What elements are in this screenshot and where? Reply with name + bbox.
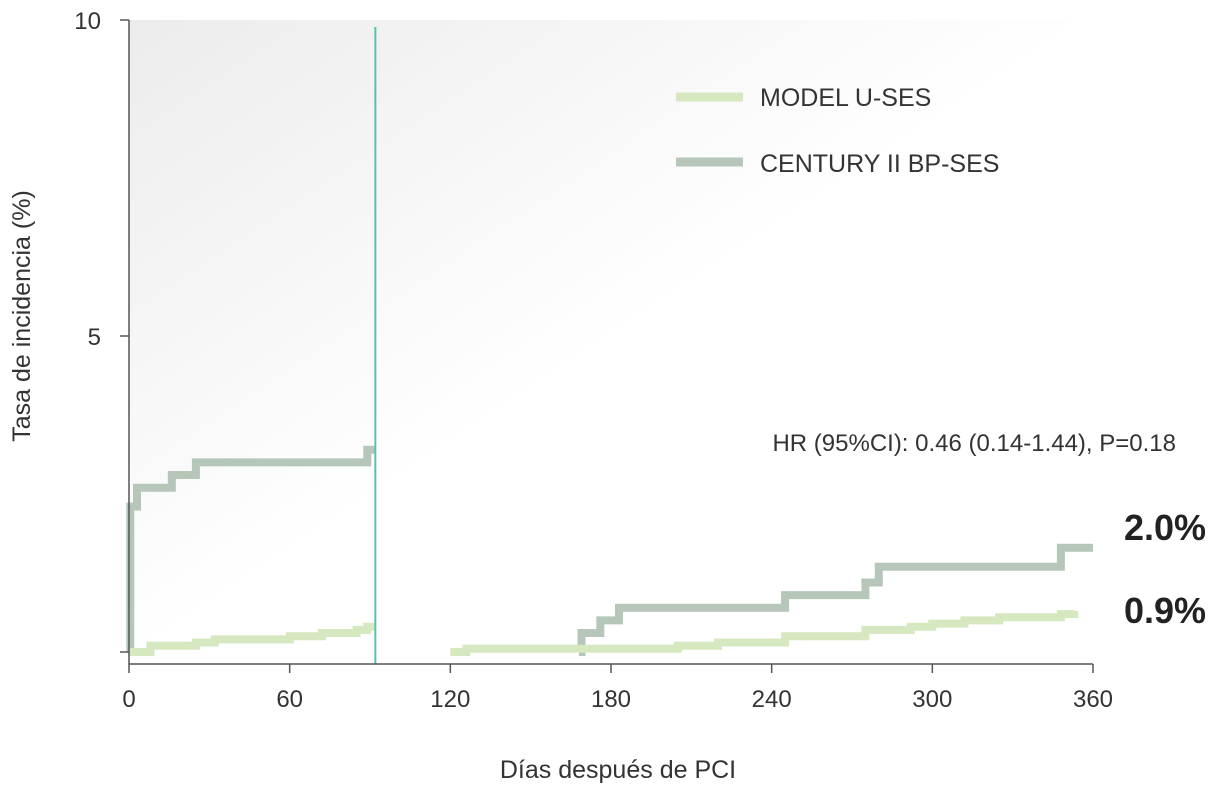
x-tick-label-240: 240 bbox=[752, 686, 792, 713]
plot-background bbox=[129, 20, 1093, 664]
series-line-century-ii-bp-ses-segment-1 bbox=[577, 543, 1093, 656]
x-tick-label-300: 300 bbox=[912, 686, 952, 713]
ticks-layer: 0 60 120 180 240 300 360 5 10 bbox=[74, 8, 1113, 713]
x-tick-label-60: 60 bbox=[276, 686, 303, 713]
legend: MODEL U-SES CENTURY II BP-SES bbox=[676, 84, 999, 178]
x-tick-label-180: 180 bbox=[591, 686, 631, 713]
series-line-model-u-ses-segment-1 bbox=[450, 610, 1079, 656]
y-tick-label-5: 5 bbox=[88, 324, 101, 351]
series-line-model-u-ses-segment-0 bbox=[129, 622, 376, 656]
end-label-model-u-ses: 0.9% bbox=[1124, 590, 1206, 631]
x-tick-label-120: 120 bbox=[430, 686, 470, 713]
x-axis-title: Días después de PCI bbox=[500, 756, 736, 784]
y-axis-title: Tasa de incidencia (%) bbox=[8, 190, 36, 442]
y-tick-label-10: 10 bbox=[74, 8, 101, 35]
legend-label-century-ii-bp-ses: CENTURY II BP-SES bbox=[760, 150, 999, 178]
x-tick-label-360: 360 bbox=[1073, 686, 1113, 713]
hazard-ratio-annotation: HR (95%CI): 0.46 (0.14-1.44), P=0.18 bbox=[772, 430, 1176, 457]
legend-label-model-u-ses: MODEL U-SES bbox=[760, 84, 931, 112]
x-tick-label-0: 0 bbox=[122, 686, 135, 713]
series-layer bbox=[126, 27, 1093, 664]
end-label-century-ii-bp-ses: 2.0% bbox=[1124, 507, 1206, 548]
series-line-century-ii-bp-ses-segment-0 bbox=[126, 445, 376, 656]
